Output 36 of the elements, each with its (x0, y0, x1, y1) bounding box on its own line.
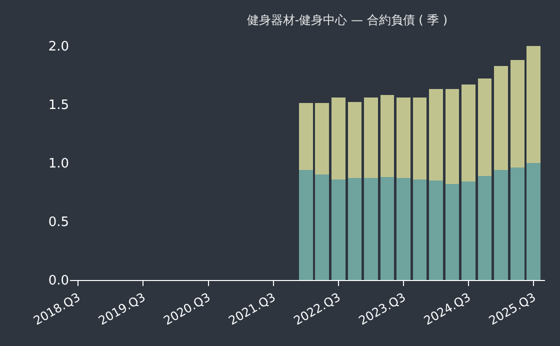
bar (298, 170, 313, 280)
bar (526, 162, 541, 280)
bar (298, 103, 313, 170)
bar (445, 184, 460, 280)
y-tick-label: 0.0 (48, 274, 69, 289)
bar (412, 179, 427, 280)
bar (331, 97, 346, 180)
bar (462, 84, 476, 182)
y-tick-label: 0.5 (48, 215, 69, 230)
bar (462, 182, 476, 280)
bar (331, 179, 346, 280)
bar (478, 78, 492, 176)
bar (315, 103, 330, 175)
bar (348, 178, 362, 280)
bar (348, 102, 362, 178)
bar (396, 178, 410, 280)
bar (429, 89, 443, 180)
bar (494, 170, 508, 280)
bar (315, 174, 330, 280)
bar (364, 178, 378, 280)
bar (526, 46, 541, 163)
y-tick-label: 2.0 (48, 39, 69, 54)
bar (396, 97, 410, 178)
bar (380, 95, 394, 177)
bar (478, 176, 492, 280)
bar (364, 97, 378, 178)
bar (445, 89, 460, 184)
bar (380, 176, 394, 280)
bar (510, 60, 524, 168)
bar (429, 180, 443, 280)
chart-title: 健身器材-健身中心 — 合約負債 ( 季 ) (246, 12, 448, 27)
bar (412, 97, 427, 180)
bar (510, 168, 524, 280)
bar (494, 66, 508, 170)
y-tick-label: 1.0 (48, 156, 69, 172)
y-tick-label: 1.5 (48, 98, 69, 113)
